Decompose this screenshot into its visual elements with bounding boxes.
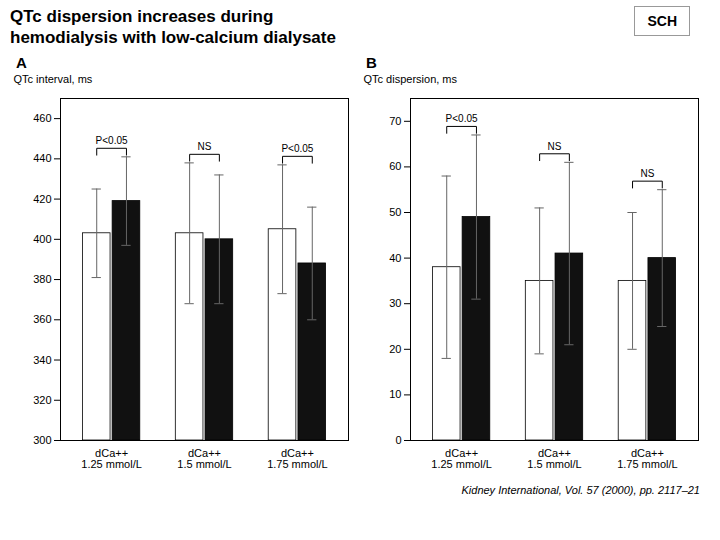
svg-text:0: 0 xyxy=(395,434,401,446)
html-text:B: B xyxy=(366,54,377,71)
svg-text:dCa++1.75 mmol/L: dCa++1.75 mmol/L xyxy=(617,447,678,470)
svg-text:40: 40 xyxy=(389,252,401,264)
svg-text:dCa++1.25 mmol/L: dCa++1.25 mmol/L xyxy=(81,447,142,470)
svg-text:dCa++1.75 mmol/L: dCa++1.75 mmol/L xyxy=(267,447,328,470)
svg-text:NS: NS xyxy=(640,168,654,179)
svg-text:dCa++1.5 mmol/L: dCa++1.5 mmol/L xyxy=(177,447,231,470)
svg-text:QTc dispersion, ms: QTc dispersion, ms xyxy=(364,73,458,85)
svg-text:400: 400 xyxy=(33,233,51,245)
svg-text:30: 30 xyxy=(389,297,401,309)
svg-text:P<0.05: P<0.05 xyxy=(96,135,128,146)
svg-text:300: 300 xyxy=(33,434,51,446)
html-text:Kidney International, Vol. 57: Kidney International, Vol. 57 (2000), pp… xyxy=(461,484,700,496)
svg-text:dCa++1.25 mmol/L: dCa++1.25 mmol/L xyxy=(431,447,492,470)
html-text:A: A xyxy=(16,54,27,71)
svg-text:dCa++1.5 mmol/L: dCa++1.5 mmol/L xyxy=(527,447,581,470)
svg-text:440: 440 xyxy=(33,152,51,164)
svg-text:340: 340 xyxy=(33,354,51,366)
svg-text:NS: NS xyxy=(548,141,562,152)
svg-text:50: 50 xyxy=(389,206,401,218)
svg-text:10: 10 xyxy=(389,388,401,400)
svg-text:NS: NS xyxy=(198,141,212,152)
svg-text:QTc interval, ms: QTc interval, ms xyxy=(14,73,93,85)
svg-text:P<0.05: P<0.05 xyxy=(446,113,478,124)
svg-text:70: 70 xyxy=(389,115,401,127)
html-text:SCH: SCH xyxy=(647,13,677,29)
svg-text:360: 360 xyxy=(33,313,51,325)
html-text:QTc dispersion increases durin: QTc dispersion increases during hemodial… xyxy=(10,7,336,47)
svg-text:P<0.05: P<0.05 xyxy=(281,143,313,154)
svg-text:460: 460 xyxy=(33,112,51,124)
svg-text:60: 60 xyxy=(389,160,401,172)
svg-text:320: 320 xyxy=(33,394,51,406)
svg-text:380: 380 xyxy=(33,273,51,285)
svg-text:420: 420 xyxy=(33,193,51,205)
svg-text:20: 20 xyxy=(389,343,401,355)
